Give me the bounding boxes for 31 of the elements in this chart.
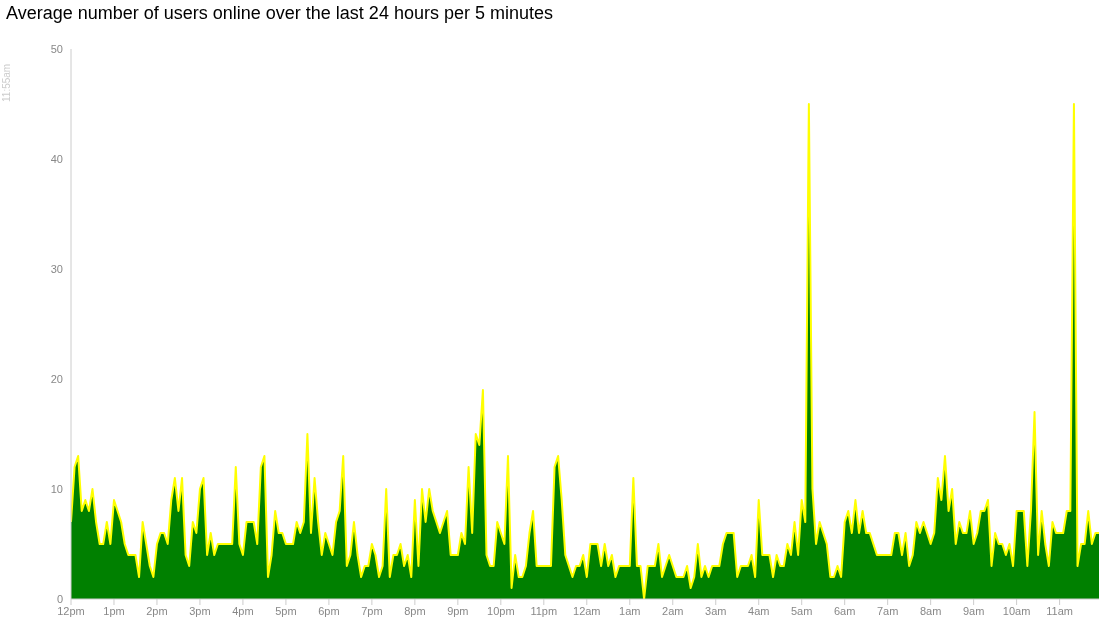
y-tick-label: 30 — [50, 262, 63, 275]
x-tick-label: 1am — [619, 604, 641, 617]
x-tick-label: 11am — [1046, 604, 1073, 617]
x-tick-label: 7pm — [361, 604, 383, 617]
x-tick-label: 12pm — [57, 604, 85, 617]
x-tick-label: 1pm — [103, 604, 125, 617]
x-tick-label: 9am — [962, 604, 985, 617]
x-tick-label: 4pm — [232, 604, 254, 617]
x-tick-label: 6am — [833, 604, 856, 617]
x-tick-label: 10pm — [487, 604, 515, 617]
chart-title: Average number of users online over the last 24 hours per 5 minutes — [6, 3, 553, 24]
x-tick-label: 3pm — [189, 604, 211, 617]
x-tick-label: 5am — [791, 604, 813, 617]
x-tick-label: 8pm — [404, 604, 426, 617]
x-tick-label: 8am — [919, 604, 942, 617]
x-tick-label: 6pm — [318, 604, 340, 617]
y-tick-label: 10 — [50, 482, 63, 495]
x-tick-label: 5pm — [275, 604, 297, 617]
x-tick-label: 2am — [662, 604, 684, 617]
x-tick-label: 4am — [748, 604, 770, 617]
x-tick-label: 9pm — [447, 604, 469, 617]
x-tick-label: 2pm — [146, 604, 168, 617]
x-tick-label: 10am — [1002, 604, 1031, 617]
y-tick-label: 20 — [50, 372, 63, 385]
x-tick-label: 12am — [573, 604, 601, 617]
y-tick-label: 50 — [50, 42, 63, 55]
x-tick-label: 11pm — [530, 604, 558, 617]
x-tick-label: 3am — [705, 604, 727, 617]
y-tick-label: 40 — [50, 152, 63, 165]
y-tick-label: 0 — [56, 592, 63, 605]
x-tick-label: 7am — [876, 604, 899, 617]
